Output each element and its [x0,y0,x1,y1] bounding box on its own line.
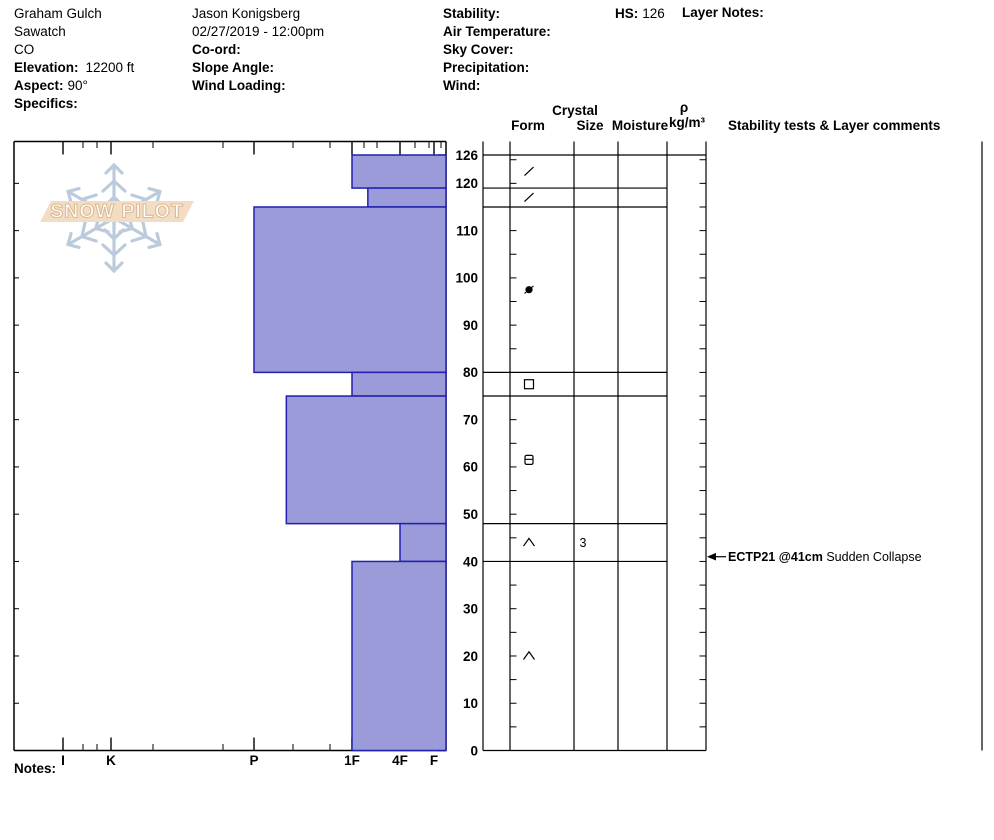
observer-info-block: Jason Konigsberg 02/27/2019 - 12:00pm Co… [192,5,324,95]
col-header-rho-unit: kg/m³ [668,115,705,130]
col-header-form: Form [511,118,545,133]
aspect-value: 90° [67,78,88,93]
hardness-tick-label: 1F [344,753,360,768]
depth-tick-label: 100 [455,271,478,286]
rg-slash-icon [524,285,534,294]
logo-text: SNOW PILOT [50,201,184,223]
hs-label: HS: [615,6,639,21]
col-header-size: Size [576,118,604,133]
coord-label: Co-ord: [192,42,241,57]
site-elevation-row: Elevation: 12200 ft [14,59,134,77]
conditions-block: Stability: Air Temperature: Sky Cover: P… [443,5,551,95]
depth-tick-label: 70 [463,412,478,427]
depth-tick-label: 10 [463,696,478,711]
stability-test-text: ECTP21 @41cm Sudden Collapse [728,550,922,564]
site-name: Graham Gulch [14,6,102,21]
site-aspect-row: Aspect: 90° [14,77,134,95]
wind-loading-label: Wind Loading: [192,78,286,93]
depth-tick-label: 30 [463,602,478,617]
layer-bar [351,154,447,189]
air-temperature-label: Air Temperature: [443,24,551,39]
aspect-label: Aspect: [14,78,64,93]
dh-chevron-icon [523,650,535,660]
dh-chevron-icon [523,537,535,547]
slope-angle-label: Slope Angle: [192,60,275,75]
stability-test-annotations: ECTP21 @41cm Sudden Collapse [707,550,922,564]
layer-notes-label: Layer Notes: [682,5,764,20]
depth-tick-label: 80 [463,365,478,380]
hardness-tick-label: P [249,753,258,768]
site-range: Sawatch [14,24,66,39]
fc-square-icon [523,379,535,390]
layer-table-grid [482,141,983,752]
depth-tick-label: 126 [455,148,478,163]
snowpilot-logo: SNOW PILOT [40,162,194,273]
snowflake-icon [61,162,167,273]
df-slash-icon [524,166,534,176]
col-header-moisture: Moisture [611,118,669,133]
annotation-arrowhead-icon [707,552,716,561]
depth-tick-label: 20 [463,649,478,664]
col-header-rho: ρ [679,100,689,115]
specifics-label: Specifics: [14,96,78,111]
col-header-crystal: Crystal [552,103,598,118]
layer-bar [351,371,447,397]
sky-cover-label: Sky Cover: [443,42,514,57]
hardness-bars [253,154,447,752]
depth-tick-label: 60 [463,460,478,475]
elevation-label: Elevation: [14,60,79,75]
observation-datetime: 02/27/2019 - 12:00pm [192,24,325,39]
hardness-tick-label: I [61,753,65,768]
notes-label: Notes: [14,761,57,776]
hardness-tick-label: 4F [392,753,408,768]
depth-tick-label: 110 [456,223,478,238]
crystal-size-value: 3 [580,536,587,550]
grain-form-symbols: 3 [523,166,587,660]
wind-label: Wind: [443,78,481,93]
elevation-value: 12200 ft [85,60,135,75]
stability-label: Stability: [443,6,501,21]
layer-bar [351,560,447,752]
layer-bar [253,206,447,374]
hs-value: 126 [642,6,665,21]
hardness-axis-labels: I K P 1F 4F F [61,753,438,768]
layer-bar [367,187,447,208]
hs-block: HS: 126 [615,5,665,23]
layer-bar [399,522,447,563]
depth-tick-label: 40 [463,554,478,569]
col-header-stability: Stability tests & Layer comments [728,118,941,133]
observer-name: Jason Konigsberg [192,6,301,21]
hardness-tick-label: K [106,753,116,768]
site-state: CO [14,42,35,57]
df-slash-icon [524,192,534,202]
depth-tick-label: 50 [463,507,478,522]
logo-banner [40,201,194,222]
depth-tick-label: 120 [455,176,478,191]
hardness-ticks [62,141,442,751]
layer-bar [285,395,447,525]
depth-tick-label: 0 [470,743,478,758]
site-info-block: Graham Gulch Sawatch CO Elevation: 12200 … [14,5,134,113]
hardness-tick-label: F [430,753,438,768]
depth-tick-label: 90 [463,318,478,333]
precipitation-label: Precipitation: [443,60,530,75]
